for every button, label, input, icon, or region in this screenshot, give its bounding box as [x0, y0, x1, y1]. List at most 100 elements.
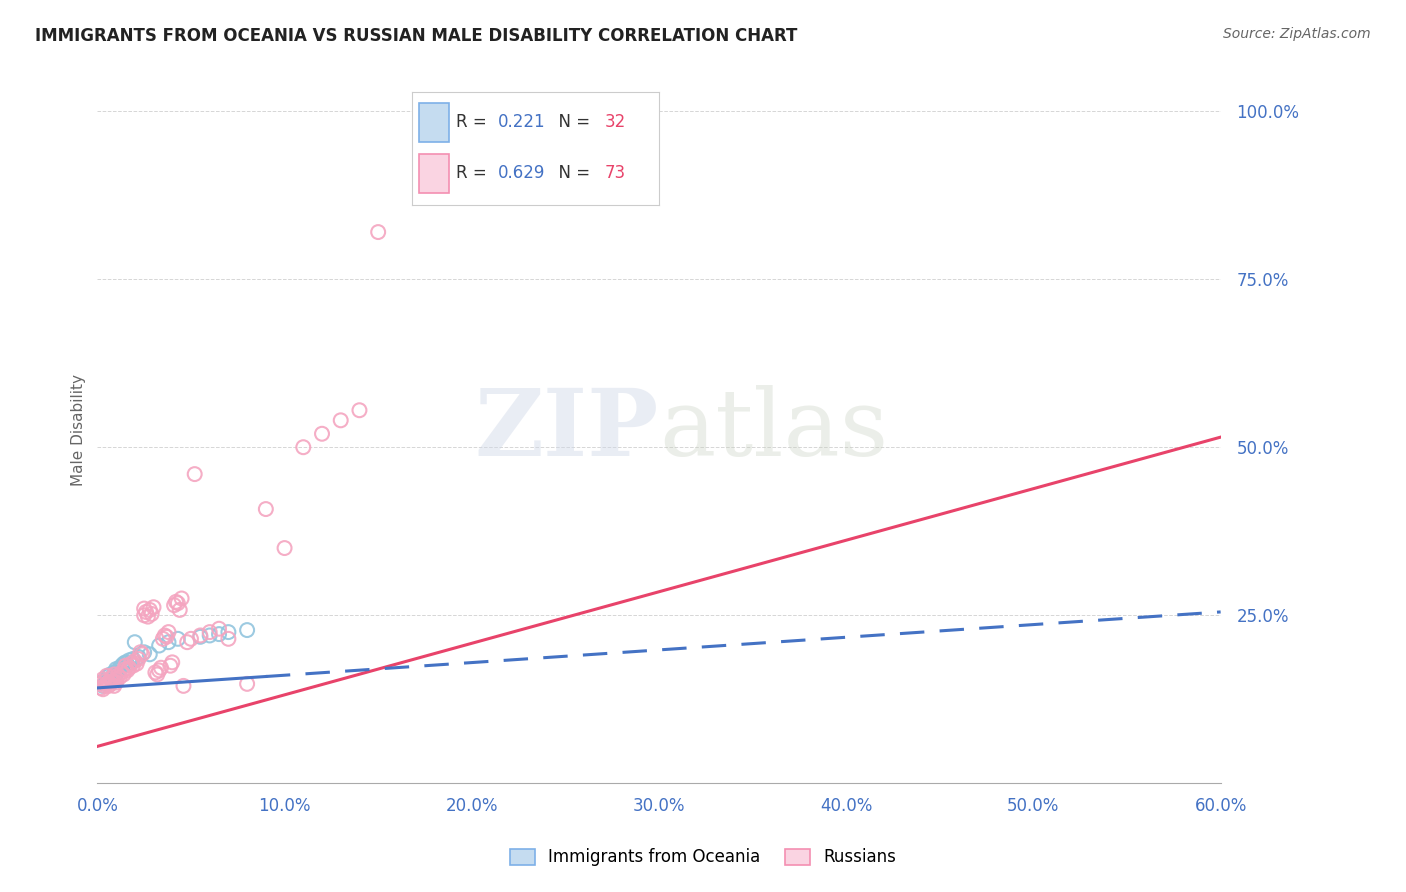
Point	[166, 596, 188, 610]
Point	[120, 657, 142, 671]
Point	[117, 664, 139, 678]
Point	[153, 628, 176, 642]
Point	[89, 677, 111, 691]
Point	[128, 650, 150, 665]
Point	[105, 666, 128, 681]
Point	[108, 661, 131, 675]
Point	[166, 632, 188, 646]
Point	[100, 667, 122, 681]
Point	[91, 682, 114, 697]
Point	[105, 675, 128, 690]
Point	[131, 648, 153, 662]
Text: atlas: atlas	[659, 385, 889, 475]
Point	[198, 625, 221, 640]
Point	[254, 502, 277, 516]
Point	[170, 591, 193, 606]
Point	[159, 658, 181, 673]
Point	[236, 677, 259, 691]
Point	[100, 672, 122, 686]
Point	[91, 679, 114, 693]
Point	[162, 656, 184, 670]
Point	[97, 679, 120, 693]
Point	[97, 675, 120, 690]
Point	[139, 603, 162, 617]
Text: Source: ZipAtlas.com: Source: ZipAtlas.com	[1223, 27, 1371, 41]
Point	[198, 628, 221, 642]
Point	[165, 595, 187, 609]
Point	[90, 675, 112, 690]
Point	[134, 608, 156, 623]
Point	[111, 665, 134, 680]
Point	[152, 632, 174, 646]
Point	[136, 609, 159, 624]
Point	[100, 677, 122, 691]
Point	[329, 413, 352, 427]
Point	[122, 658, 145, 673]
Point	[120, 656, 142, 670]
Y-axis label: Male Disability: Male Disability	[72, 375, 86, 486]
Point	[142, 600, 165, 615]
Text: IMMIGRANTS FROM OCEANIA VS RUSSIAN MALE DISABILITY CORRELATION CHART: IMMIGRANTS FROM OCEANIA VS RUSSIAN MALE …	[35, 27, 797, 45]
Point	[148, 664, 170, 678]
Point	[103, 667, 125, 681]
Point	[236, 623, 259, 637]
Point	[176, 635, 198, 649]
Point	[107, 664, 129, 678]
Point	[292, 440, 315, 454]
Point	[163, 598, 186, 612]
Point	[134, 601, 156, 615]
Point	[96, 677, 118, 691]
Point	[90, 681, 112, 695]
Point	[101, 670, 124, 684]
Point	[139, 648, 162, 662]
Point	[208, 627, 231, 641]
Point	[156, 630, 179, 644]
Point	[188, 628, 211, 642]
Point	[101, 670, 124, 684]
Point	[96, 669, 118, 683]
Point	[129, 645, 152, 659]
Point	[146, 667, 169, 681]
Point	[183, 467, 205, 482]
Point	[108, 670, 131, 684]
Point	[172, 679, 194, 693]
Point	[169, 603, 191, 617]
Point	[141, 607, 163, 621]
Point	[134, 645, 156, 659]
Point	[423, 111, 446, 125]
Point	[94, 674, 117, 689]
Point	[349, 403, 371, 417]
Point	[125, 657, 148, 671]
Point	[101, 674, 124, 689]
Point	[180, 632, 202, 646]
Point	[124, 635, 146, 649]
Point	[111, 658, 134, 673]
Point	[117, 658, 139, 673]
Point	[96, 674, 118, 689]
Point	[217, 632, 239, 646]
Point	[145, 665, 167, 680]
Text: ZIP: ZIP	[475, 385, 659, 475]
Point	[124, 654, 146, 668]
Point	[217, 625, 239, 640]
Point	[208, 622, 231, 636]
Point	[128, 652, 150, 666]
Point	[105, 672, 128, 686]
Point	[367, 225, 389, 239]
Point	[94, 677, 117, 691]
Point	[112, 667, 135, 681]
Point	[148, 639, 170, 653]
Point	[118, 653, 141, 667]
Point	[114, 656, 136, 670]
Point	[91, 672, 114, 686]
Point	[94, 679, 117, 693]
Point	[114, 658, 136, 673]
Point	[114, 662, 136, 676]
Point	[135, 605, 157, 619]
Point	[97, 669, 120, 683]
Point	[273, 541, 295, 555]
Point	[103, 679, 125, 693]
Point	[112, 657, 135, 671]
Point	[150, 661, 173, 675]
Point	[100, 672, 122, 686]
